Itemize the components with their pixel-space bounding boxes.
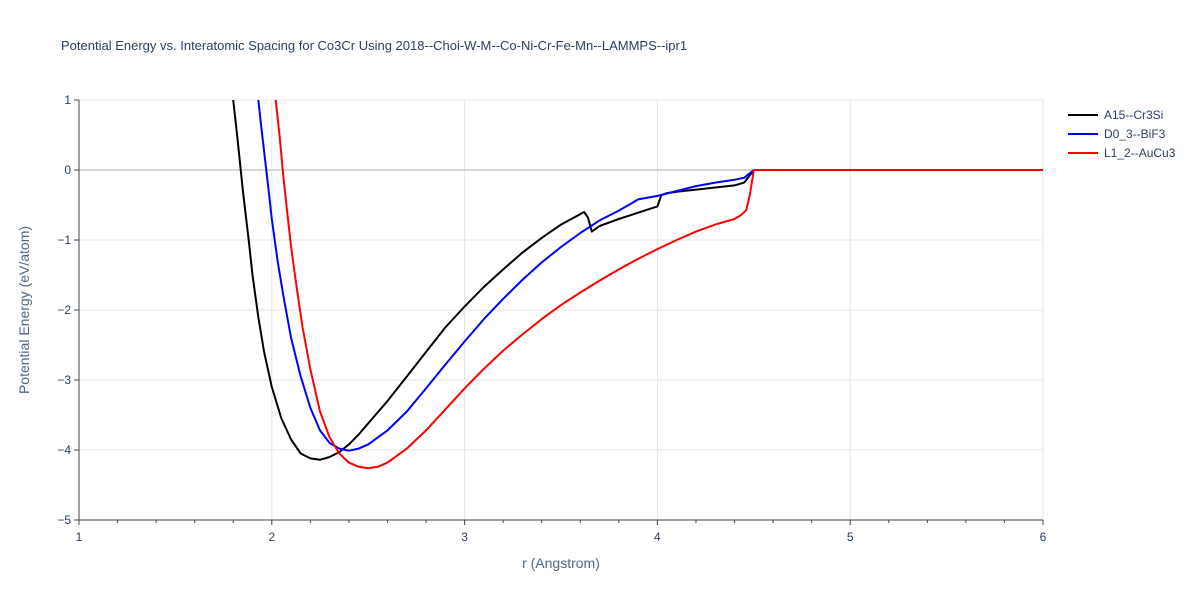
x-tick-label: 1	[76, 530, 83, 544]
chart-title: Potential Energy vs. Interatomic Spacing…	[61, 38, 687, 53]
x-tick-label: 4	[654, 530, 661, 544]
y-tick-label: −3	[57, 373, 71, 387]
series-line-3	[274, 100, 1043, 470]
y-tick-label: −1	[57, 233, 71, 247]
axes: 1 2 3 4 5 6 −5 −4 −3 −2 −1 0 1	[57, 93, 1046, 544]
legend-label: A15--Cr3Si	[1104, 108, 1163, 122]
x-axis-title: r (Angstrom)	[522, 555, 600, 571]
x-tick-label: 6	[1040, 530, 1047, 544]
y-tick-label: 1	[64, 93, 71, 107]
y-tick-label: −5	[57, 513, 71, 527]
legend-label: D0_3--BiF3	[1104, 127, 1166, 141]
x-tick-label: 2	[268, 530, 275, 544]
series-lines	[232, 100, 1043, 470]
x-tick-label: 5	[847, 530, 854, 544]
y-tick-label: −2	[57, 303, 71, 317]
legend: A15--Cr3Si D0_3--BiF3 L1_2--AuCu3	[1068, 108, 1176, 160]
grid	[79, 99, 1044, 521]
y-tick-label: −4	[57, 443, 71, 457]
series-line-1	[232, 100, 1043, 461]
x-tick-label: 3	[461, 530, 468, 544]
y-axis-title: Potential Energy (eV/atom)	[16, 226, 32, 394]
series-line-2	[257, 100, 1043, 452]
y-tick-label: 0	[64, 163, 71, 177]
legend-label: L1_2--AuCu3	[1104, 146, 1176, 160]
